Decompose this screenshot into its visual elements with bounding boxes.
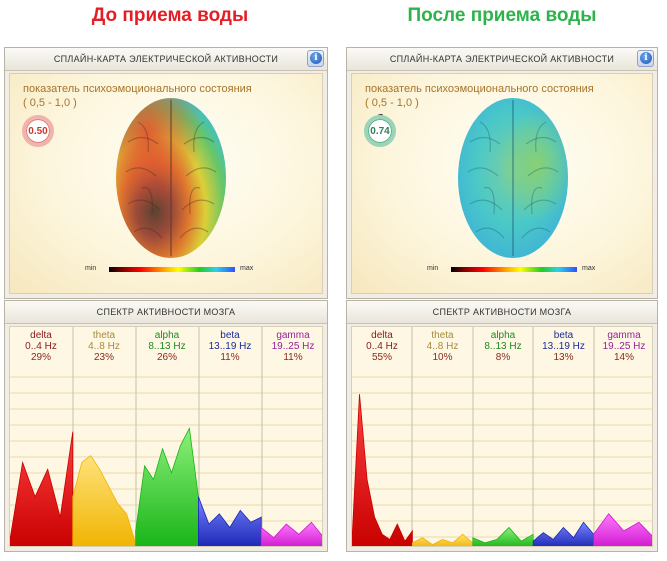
info-button[interactable]: i <box>307 50 324 67</box>
band-range: 8..13 Hz <box>148 341 186 352</box>
band-percent: 11% <box>220 352 240 363</box>
band-range: 4..8 Hz <box>88 341 120 352</box>
spline-map-area: показатель психоэмоционального состояния… <box>351 73 653 294</box>
band-percent: 10% <box>432 352 453 363</box>
spectrum-panel-before: СПЕКТР АКТИВНОСТИ МОЗГА delta 0..4 Hz 29… <box>4 300 328 552</box>
scale-max-label: max <box>582 265 596 272</box>
spectrum-chart <box>352 394 652 546</box>
band-alpha: alpha 8..13 Hz 26% <box>136 330 198 363</box>
band-name: gamma <box>276 330 310 341</box>
state-gauge: 0.74 <box>364 115 396 147</box>
band-name: alpha <box>154 330 180 341</box>
info-button[interactable]: i <box>637 50 654 67</box>
band-range: 0..4 Hz <box>366 341 398 352</box>
band-name: delta <box>30 330 52 341</box>
state-range-text: ( 0,5 - 1,0 ) <box>23 97 77 109</box>
band-name: theta <box>92 330 116 341</box>
spectrum-area-beta <box>198 496 262 546</box>
band-range: 13..19 Hz <box>542 341 585 352</box>
band-gamma: gamma 19..25 Hz 14% <box>594 330 652 363</box>
spline-map-title: СПЛАЙН-КАРТА ЭЛЕКТРИЧЕСКОЙ АКТИВНОСТИ <box>347 48 657 71</box>
spectrum-area-delta <box>352 394 413 546</box>
band-percent: 14% <box>613 352 634 363</box>
scale-bar <box>451 267 577 272</box>
band-beta: beta 13..19 Hz 13% <box>533 330 594 363</box>
band-range: 4..8 Hz <box>426 341 459 352</box>
band-percent: 13% <box>553 352 574 363</box>
spectrum-area-delta <box>10 431 74 546</box>
header-before: До приема воды <box>91 5 249 26</box>
band-range: 13..19 Hz <box>208 341 252 352</box>
spectrum-area-theta <box>72 455 136 546</box>
band-name: alpha <box>490 330 516 341</box>
state-label: показатель психоэмоционального состояния… <box>23 82 252 110</box>
header-after: После приема воды <box>407 5 597 26</box>
band-percent: 26% <box>156 352 177 363</box>
band-name: beta <box>220 330 240 341</box>
spectrum-area-alpha <box>472 526 534 546</box>
spectrum-area-theta <box>412 533 474 546</box>
spectrum-title: СПЕКТР АКТИВНОСТИ МОЗГА <box>5 301 327 324</box>
band-percent: 23% <box>93 352 114 363</box>
color-scale: min max <box>85 264 275 276</box>
band-percent: 8% <box>495 352 511 363</box>
band-delta: delta 0..4 Hz 55% <box>352 330 412 363</box>
info-icon: i <box>310 52 322 64</box>
state-title-text: показатель психоэмоционального состояния <box>23 83 252 95</box>
color-scale: min max <box>427 264 617 276</box>
band-theta: theta 4..8 Hz 23% <box>73 330 135 363</box>
band-name: theta <box>431 330 454 341</box>
band-percent: 29% <box>30 352 51 363</box>
scale-bar <box>109 267 235 272</box>
brain-map-image <box>116 98 226 258</box>
band-gamma: gamma 19..25 Hz 11% <box>262 330 322 363</box>
band-range: 0..4 Hz <box>25 341 57 352</box>
band-range: 19..25 Hz <box>602 341 646 352</box>
spline-map-panel-before: СПЛАЙН-КАРТА ЭЛЕКТРИЧЕСКОЙ АКТИВНОСТИ i … <box>4 47 328 299</box>
spectrum-area: delta 0..4 Hz 29% theta 4..8 Hz 23% alph… <box>9 326 323 547</box>
band-theta: theta 4..8 Hz 10% <box>412 330 473 363</box>
state-gauge: 0.50 <box>22 115 54 147</box>
spectrum-area-alpha <box>135 426 199 546</box>
band-beta: beta 13..19 Hz 11% <box>199 330 261 363</box>
spectrum-panel-after: СПЕКТР АКТИВНОСТИ МОЗГА delta 0..4 Hz 55… <box>346 300 658 552</box>
band-name: delta <box>371 330 393 341</box>
band-name: gamma <box>607 330 641 341</box>
scale-max-label: max <box>240 265 254 272</box>
state-title-text: показатель психоэмоционального состояния <box>365 83 594 95</box>
band-name: beta <box>553 330 574 341</box>
spectrum-grid <box>352 327 652 546</box>
spline-map-title: СПЛАЙН-КАРТА ЭЛЕКТРИЧЕСКОЙ АКТИВНОСТИ <box>5 48 327 71</box>
spline-map-area: показатель психоэмоционального состояния… <box>9 73 323 294</box>
scale-min-label: min <box>427 265 439 272</box>
band-alpha: alpha 8..13 Hz 8% <box>473 330 533 363</box>
spectrum-area-beta <box>532 521 594 546</box>
spectrum-area-gamma <box>260 521 322 546</box>
spline-map-panel-after: СПЛАЙН-КАРТА ЭЛЕКТРИЧЕСКОЙ АКТИВНОСТИ i … <box>346 47 658 299</box>
state-label: показатель психоэмоционального состояния… <box>365 82 594 110</box>
band-delta: delta 0..4 Hz 29% <box>10 330 72 363</box>
band-percent: 55% <box>371 352 392 363</box>
brain-map-image <box>458 98 568 258</box>
band-percent: 11% <box>283 352 303 363</box>
info-icon: i <box>640 52 652 64</box>
spectrum-area: delta 0..4 Hz 55% theta 4..8 Hz 10% alph… <box>351 326 653 547</box>
spectrum-chart <box>10 426 322 546</box>
state-range-text: ( 0,5 - 1,0 ) <box>365 97 419 109</box>
band-range: 19..25 Hz <box>271 341 315 352</box>
band-range: 8..13 Hz <box>484 341 522 352</box>
spectrum-area-gamma <box>593 513 652 546</box>
spectrum-title: СПЕКТР АКТИВНОСТИ МОЗГА <box>347 301 657 324</box>
scale-min-label: min <box>85 265 97 272</box>
